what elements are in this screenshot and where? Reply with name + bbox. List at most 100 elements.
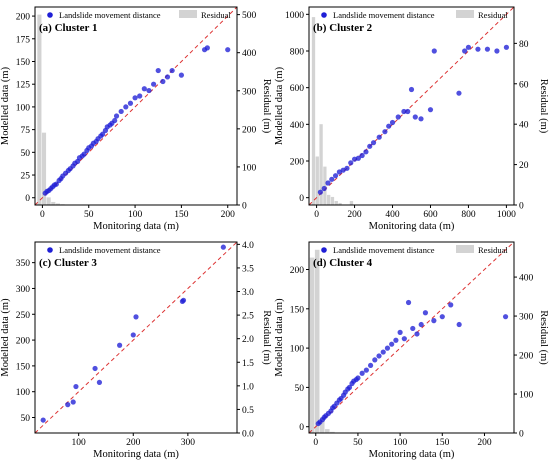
y-tick-label: 300 [16,285,31,295]
y-tick-label: 800 [290,48,305,58]
x-tick-label: 100 [72,438,87,448]
data-point [494,48,500,54]
data-point [73,383,79,390]
data-point [155,67,161,74]
y-tick-label: 125 [16,81,31,91]
residual-bar [37,14,42,205]
chart-panel-3: 100 200 300 50 100 150 200 250 300 350 0.0 0.5 1.0 1.… [0,241,272,460]
y2-tick-label: 2.5 [242,312,254,322]
legend-marker-scatter [47,247,53,253]
legend-marker-scatter [47,12,53,18]
y2-axis-label: Residual (m) [261,79,272,134]
y-axis-label: Modelled data (m) [0,66,11,145]
legend-label: Landslide movement distance [333,245,435,255]
y-tick-label: 0 [299,194,304,204]
data-point [348,160,354,166]
legend-label: Residual [478,10,508,20]
data-point [456,90,462,96]
x-tick-label: 0 [40,210,45,220]
data-point [130,332,136,338]
data-point [225,47,231,53]
y-tick-label: 0 [299,423,304,433]
data-point [389,341,395,347]
y2-axis-label: Residual (m) [538,310,549,365]
x-tick-label: 100 [128,210,143,220]
y-tick-label: 0 [25,194,30,204]
x-tick-label: 200 [126,438,141,448]
data-point [475,46,481,52]
data-point [372,357,378,363]
data-point [317,189,323,195]
y2-tick-label: 100 [519,391,534,401]
y-tick-label: 200 [290,266,305,276]
y-tick-label: 100 [16,388,31,398]
data-point [397,329,403,335]
x-axis-label: Monitoring data (m) [369,449,455,460]
y2-tick-label: 1.5 [242,359,254,369]
data-point [70,399,76,405]
data-point [141,86,147,92]
data-point [405,108,411,115]
residual-bar [41,132,47,205]
data-point [112,117,118,124]
legend-marker-residual [456,10,474,18]
y-tick-label: 600 [290,84,305,94]
data-point [117,342,123,348]
data-point [151,81,157,87]
x-tick-label: 400 [385,210,400,220]
residual-bar [319,124,323,205]
y2-tick-label: 2.0 [242,335,254,345]
y2-tick-label: 400 [242,49,257,59]
data-point [465,44,472,50]
x-tick-label: 50 [353,438,363,448]
y2-tick-label: 200 [519,352,534,362]
y2-tick-label: 100 [242,163,257,173]
residual-bar [319,417,325,433]
data-point [462,48,468,54]
data-point [133,314,139,320]
data-point [427,107,434,113]
residual-bar [315,156,319,205]
x-tick-label: 0 [314,210,319,220]
y2-tick-label: 200 [242,125,257,135]
y2-tick-label: 400 [519,274,534,284]
legend-label: Landslide movement distance [333,10,435,20]
panel-title: (b) Cluster 2 [313,22,373,34]
data-point [380,349,386,355]
legend-marker-residual [456,245,474,253]
y-tick-label: 50 [21,414,31,424]
data-point [132,95,138,101]
y2-tick-label: 300 [519,313,534,323]
data-point [431,318,437,324]
y2-tick-label: 40 [519,121,529,131]
y-axis-label: Modelled data (m) [274,66,285,145]
residual-bar [55,203,60,205]
data-point [53,181,59,187]
data-point [484,46,491,52]
data-point [329,176,335,182]
data-point [367,362,374,369]
panel-title: (c) Cluster 3 [39,257,97,269]
data-point [376,134,382,140]
y-tick-label: 250 [16,311,31,321]
data-point [414,331,420,337]
y-tick-label: 150 [16,362,31,372]
data-point [96,379,103,386]
data-point [370,140,377,146]
residual-bar [311,17,316,206]
y2-axis-label: Residual (m) [538,79,549,134]
y2-tick-label: 1.0 [242,382,254,392]
y2-tick-label: 80 [519,40,529,50]
y-tick-label: 350 [16,259,31,269]
x-axis-label: Monitoring data (m) [93,221,179,232]
panel-title: (d) Cluster 4 [313,257,373,269]
residual-bar [338,202,342,205]
y2-axis-label: Residual (m) [261,310,272,365]
one-to-one-line [308,6,515,206]
chart-panel-1: 0 50 100 150 200 0 25 50 75 100 125 150 175 200 0 100 20… [0,6,272,232]
data-point [321,185,327,192]
y-tick-label: 175 [16,35,31,45]
y2-tick-label: 3.5 [242,264,254,274]
y-tick-label: 150 [16,58,31,68]
one-to-one-line [34,241,238,434]
